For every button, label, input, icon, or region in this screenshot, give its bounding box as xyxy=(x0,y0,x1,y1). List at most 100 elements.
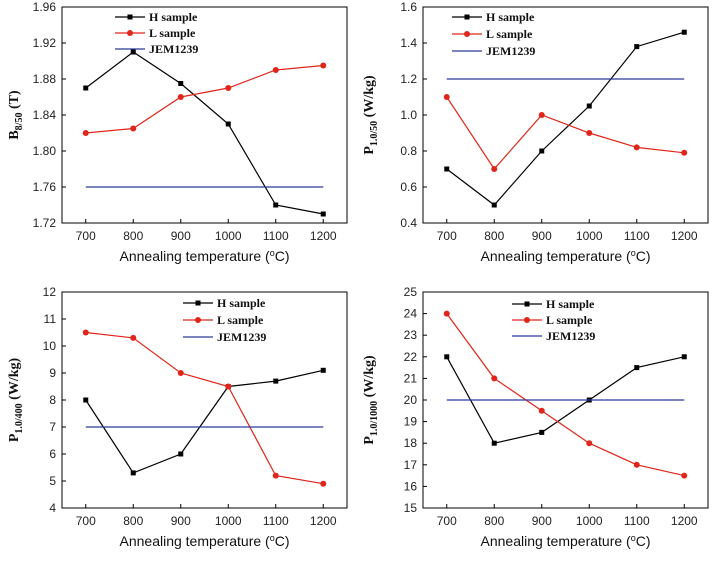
y-tick-label: 24 xyxy=(404,307,418,321)
legend-label-h-sample: H sample xyxy=(486,10,535,24)
y-tick-label: 17 xyxy=(404,458,418,472)
x-tick-label: 900 xyxy=(532,514,552,528)
legend-label-h-sample: H sample xyxy=(149,10,198,24)
y-tick-label: 1.96 xyxy=(33,0,57,14)
y-tick-label: 9 xyxy=(49,366,56,380)
series-line-h-sample xyxy=(85,51,324,215)
legend-marker-l-sample xyxy=(464,31,470,37)
data-point-h-sample xyxy=(681,354,687,360)
data-point-l-sample xyxy=(586,440,593,447)
y-tick-label: 15 xyxy=(404,501,418,515)
y-axis-label: B8/50 (T) xyxy=(7,90,25,140)
x-tick-label: 1200 xyxy=(671,514,698,528)
plot-frame xyxy=(61,291,348,509)
y-tick-label: 22 xyxy=(404,350,418,364)
x-tick-label: 800 xyxy=(123,514,143,528)
y-tick-label: 6 xyxy=(49,447,56,461)
data-point-h-sample xyxy=(130,470,136,476)
data-point-l-sample xyxy=(538,407,545,414)
y-tick-label: 1.6 xyxy=(400,0,417,14)
data-point-l-sample xyxy=(681,472,688,479)
series-line-l-sample xyxy=(446,96,685,170)
x-tick-label: 800 xyxy=(484,229,504,243)
y-axis-label: P1.0/1000 (W/kg) xyxy=(362,355,380,445)
y-tick-label: 1.92 xyxy=(33,36,57,50)
data-point-h-sample xyxy=(225,121,231,127)
y-tick-label: 1.84 xyxy=(33,108,57,122)
legend-marker-l-sample xyxy=(524,317,530,323)
data-point-h-sample xyxy=(539,429,545,435)
y-tick-label: 1.4 xyxy=(400,36,417,50)
y-tick-label: 21 xyxy=(404,371,418,385)
x-tick-label: 700 xyxy=(76,514,96,528)
x-tick-label: 700 xyxy=(437,229,457,243)
data-point-h-sample xyxy=(634,44,640,50)
data-point-h-sample xyxy=(491,440,497,446)
x-tick-label: 700 xyxy=(437,514,457,528)
y-tick-label: 0.4 xyxy=(400,216,417,230)
legend-marker-l-sample xyxy=(195,317,201,323)
x-axis-label: Annealing temperature (oC) xyxy=(481,533,651,549)
y-tick-label: 11 xyxy=(44,312,57,326)
data-point-h-sample xyxy=(444,354,450,360)
x-tick-label: 1000 xyxy=(215,514,242,528)
chart-panel-4: 700 800 900 1000 1100 1200 15 16 17 18 19 20 21 22 23 2… xyxy=(362,285,709,549)
y-tick-label: 19 xyxy=(404,415,418,429)
legend-label-jem1239: JEM1239 xyxy=(486,44,535,58)
data-point-l-sample xyxy=(82,329,89,336)
data-point-l-sample xyxy=(681,149,688,156)
data-point-l-sample xyxy=(320,62,327,69)
data-point-l-sample xyxy=(130,334,137,341)
data-point-h-sample xyxy=(178,81,184,86)
plot-frame xyxy=(61,6,348,224)
data-point-l-sample xyxy=(491,166,498,172)
data-point-l-sample xyxy=(538,112,545,118)
x-tick-label: 1100 xyxy=(263,229,289,243)
x-tick-label: 1100 xyxy=(624,229,650,243)
y-tick-label: 23 xyxy=(404,328,418,342)
y-tick-label: 1.2 xyxy=(400,72,417,86)
data-point-l-sample xyxy=(82,130,89,136)
series-line-h-sample xyxy=(446,31,685,206)
data-point-h-sample xyxy=(634,365,640,371)
data-point-l-sample xyxy=(225,383,232,390)
data-point-h-sample xyxy=(83,397,89,403)
data-point-h-sample xyxy=(491,202,497,208)
data-point-l-sample xyxy=(130,125,137,132)
x-axis-label: Annealing temperature (oC) xyxy=(120,533,290,549)
data-point-h-sample xyxy=(273,378,279,384)
x-tick-label: 900 xyxy=(171,229,191,243)
y-tick-label: 10 xyxy=(43,339,57,353)
x-tick-label: 800 xyxy=(484,514,504,528)
x-tick-label: 1100 xyxy=(624,514,650,528)
data-point-l-sample xyxy=(586,130,593,136)
data-point-h-sample xyxy=(178,451,184,457)
x-axis-label: Annealing temperature (oC) xyxy=(481,248,651,264)
series-line-h-sample xyxy=(446,356,685,444)
legend-marker-h-sample xyxy=(464,14,470,20)
data-point-l-sample xyxy=(272,472,279,479)
data-point-l-sample xyxy=(225,85,232,91)
x-tick-label: 800 xyxy=(123,229,143,243)
legend-label-jem1239: JEM1239 xyxy=(546,329,595,343)
data-point-h-sample xyxy=(273,202,279,208)
data-point-l-sample xyxy=(443,310,450,317)
x-tick-label: 900 xyxy=(532,229,552,243)
plot-frame xyxy=(422,6,709,224)
y-tick-label: 16 xyxy=(404,479,418,493)
y-tick-label: 5 xyxy=(49,474,56,488)
chart-panel-2: 700 800 900 1000 1100 1200 0.4 0.6 0.8 1.0 1.2 1.4 1… xyxy=(362,0,709,264)
data-point-l-sample xyxy=(443,94,450,100)
legend-marker-l-sample xyxy=(127,30,133,36)
data-point-l-sample xyxy=(272,67,279,73)
data-point-l-sample xyxy=(320,480,327,487)
data-point-l-sample xyxy=(633,461,640,468)
y-axis-label: P1.0/400 (W/kg) xyxy=(7,357,25,442)
data-point-h-sample xyxy=(539,148,545,154)
legend-label-l-sample: L sample xyxy=(486,27,533,41)
y-tick-label: 0.6 xyxy=(400,180,417,194)
x-tick-label: 1200 xyxy=(310,229,337,243)
y-axis-label: P1.0/50 (W/kg) xyxy=(362,75,380,155)
series-line-h-sample xyxy=(85,369,324,474)
chart-panel-1: 700 800 900 1000 1100 1200 1.72 1.76 1.80 1.84 1.8… xyxy=(7,0,348,264)
